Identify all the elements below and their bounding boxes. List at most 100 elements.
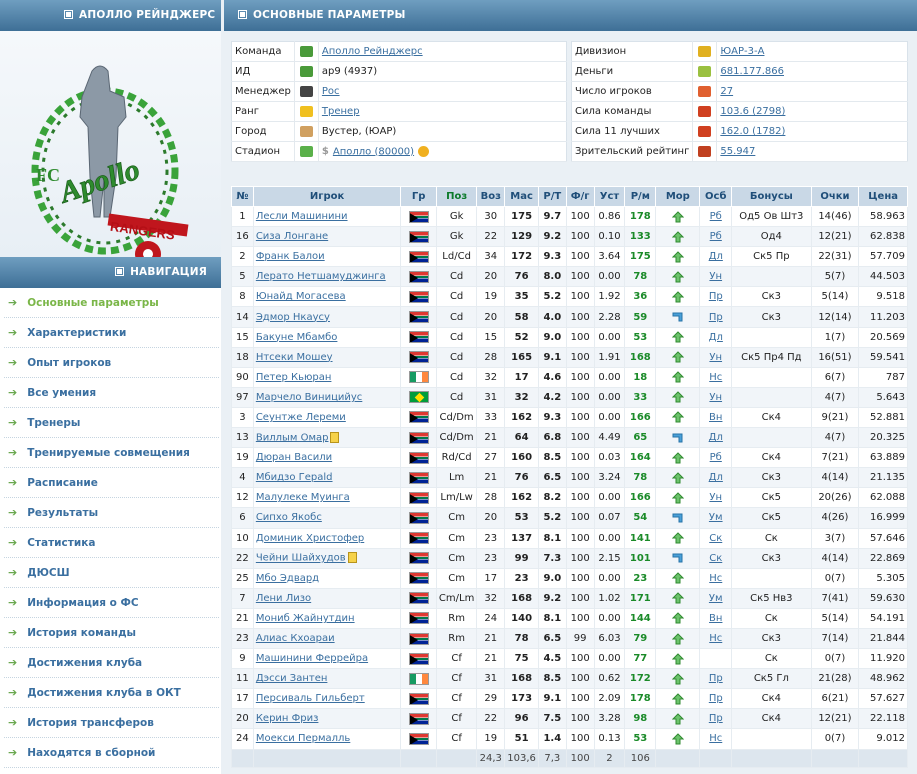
speciality[interactable]: Ск <box>699 527 733 549</box>
speciality[interactable]: Ун <box>699 487 733 509</box>
player-name-link[interactable]: Нтсеки Мошеу <box>255 351 333 363</box>
param-value[interactable]: Аполло (80000) <box>332 146 415 158</box>
column-header[interactable]: Воз <box>476 186 506 207</box>
speciality[interactable]: Ск <box>699 547 733 569</box>
nav-item[interactable]: ➔ Статистика <box>4 528 219 558</box>
morale-up-icon <box>655 205 701 228</box>
speciality[interactable]: Ум <box>699 507 733 529</box>
column-header[interactable]: Уст <box>593 186 626 207</box>
speciality[interactable]: Рб <box>699 226 733 248</box>
nav-item[interactable]: ➔ Достижения клуба <box>4 648 219 678</box>
param-value[interactable]: 681.177.866 <box>720 66 784 77</box>
nav-item[interactable]: ➔ Характеристики <box>4 318 219 348</box>
speciality[interactable]: Нс <box>699 728 733 750</box>
player-name-link[interactable]: Мбо Эдвард <box>255 572 320 584</box>
speciality[interactable]: Ун <box>699 266 733 288</box>
param-value[interactable]: Рос <box>321 86 340 97</box>
player-number: 4 <box>231 467 254 489</box>
column-header[interactable]: Игрок <box>252 186 402 207</box>
nav-item[interactable]: ➔ Основные параметры <box>4 288 219 318</box>
speciality[interactable]: Рб <box>699 205 733 228</box>
player-name-link[interactable]: Мониб Жайнутдин <box>255 612 355 624</box>
column-header[interactable]: Гр <box>400 186 437 207</box>
player-name-link[interactable]: Доминик Христофер <box>255 532 365 544</box>
speciality[interactable]: Нс <box>699 366 733 388</box>
speciality[interactable]: Пр <box>699 286 733 308</box>
param-value[interactable]: Аполло Рейнджерс <box>321 46 423 57</box>
speciality[interactable]: Пр <box>699 306 733 328</box>
player-name-link[interactable]: Юнайд Могасева <box>255 291 346 303</box>
column-header[interactable]: Ф/г <box>565 186 595 207</box>
speciality[interactable]: Пр <box>699 708 733 730</box>
fatigue: 3.28 <box>593 708 626 730</box>
nav-item[interactable]: ➔ История команды <box>4 618 219 648</box>
nav-item[interactable]: ➔ Достижения клуба в ОКТ <box>4 678 219 708</box>
nav-item[interactable]: ➔ ДЮСШ <box>4 558 219 588</box>
speciality[interactable] <box>699 648 733 670</box>
player-name-link[interactable]: Дюран Васили <box>255 452 333 464</box>
player-name-link[interactable]: Франк Балои <box>255 251 325 263</box>
column-header[interactable]: Осб <box>699 186 733 207</box>
param-value[interactable]: ЮАР-3-А <box>720 46 765 57</box>
player-name-link[interactable]: Виллым Омар <box>255 432 329 444</box>
param-value[interactable]: Тренер <box>321 106 360 117</box>
player-name-link[interactable]: Мбидзо Герald <box>255 472 333 484</box>
player-name-link[interactable]: Дэсси Зантен <box>255 673 328 685</box>
speciality[interactable]: Дл <box>699 246 733 268</box>
speciality[interactable]: Пр <box>699 668 733 690</box>
player-name-link[interactable]: Эдмор Нкаусу <box>255 311 330 323</box>
speciality[interactable]: Нс <box>699 627 733 650</box>
player-name-link[interactable]: Моекси Пермалль <box>255 733 351 745</box>
column-header[interactable]: Р/Т <box>537 186 567 207</box>
speciality[interactable]: Ум <box>699 587 733 609</box>
speciality[interactable]: Дл <box>699 427 733 449</box>
speciality[interactable]: Вн <box>699 406 733 429</box>
param-value[interactable]: 103.6 (2798) <box>720 106 786 117</box>
param-value[interactable]: 162.0 (1782) <box>720 126 786 137</box>
player-name-link[interactable]: Лени Лизо <box>255 592 312 604</box>
column-header[interactable]: Мор <box>655 186 701 207</box>
speciality[interactable]: Нс <box>699 567 733 589</box>
nav-item[interactable]: ➔ Расписание <box>4 468 219 498</box>
player-name-link[interactable]: Петер Кьюран <box>255 371 332 383</box>
column-header[interactable]: Бонусы <box>731 186 812 207</box>
speciality[interactable]: Вн <box>699 607 733 629</box>
player-name-link[interactable]: Бакуне Мбамбо <box>255 331 338 343</box>
nav-item[interactable]: ➔ Результаты <box>4 498 219 528</box>
nav-item[interactable]: ➔ Опыт игроков <box>4 348 219 378</box>
player-name-link[interactable]: Чейни Шайхудов <box>255 552 346 564</box>
column-header[interactable]: Р/м <box>624 186 657 207</box>
nav-item[interactable]: ➔ Информация о ФС <box>4 588 219 618</box>
speciality[interactable]: Пр <box>699 688 733 710</box>
nav-item[interactable]: ➔ Находятся в сборной <box>4 738 219 768</box>
player-name-link[interactable]: Малулеке Муинга <box>255 492 350 504</box>
player-name-link[interactable]: Сиза Лонгане <box>255 231 329 243</box>
param-value[interactable]: 55.947 <box>720 146 756 157</box>
speciality[interactable]: Ун <box>699 386 733 408</box>
column-header[interactable]: Мас <box>504 186 539 207</box>
player-name-link[interactable]: Марчело Виницийус <box>255 391 363 403</box>
player-name-link[interactable]: Керин Фриз <box>255 713 319 725</box>
column-header[interactable]: № <box>231 186 254 207</box>
column-header[interactable]: Цена <box>858 186 908 207</box>
speciality[interactable]: Дл <box>699 326 733 348</box>
nav-item[interactable]: ➔ История трансферов <box>4 708 219 738</box>
player-name-link[interactable]: Лесли Машинини <box>255 211 348 223</box>
column-header[interactable]: Поз <box>435 186 478 207</box>
nav-item[interactable]: ➔ Тренируемые совмещения <box>4 438 219 468</box>
player-name-link[interactable]: Лерато Нетшамуджинга <box>255 271 386 283</box>
real-mastery: 79 <box>624 627 657 650</box>
player-name-link[interactable]: Персиваль Гильберт <box>255 693 365 705</box>
player-name-link[interactable]: Машинини Феррейра <box>255 653 369 665</box>
param-row: Менеджер Рос <box>231 81 567 102</box>
player-name-link[interactable]: Алиас Кхоараи <box>255 633 335 645</box>
column-header[interactable]: Очки <box>810 186 860 207</box>
speciality[interactable]: Ун <box>699 346 733 368</box>
speciality[interactable]: Рб <box>699 447 733 469</box>
player-name-link[interactable]: Сеунтже Лереми <box>255 411 346 423</box>
speciality[interactable]: Дл <box>699 467 733 489</box>
param-value[interactable]: 27 <box>720 86 734 97</box>
player-name-link[interactable]: Сипхо Якобс <box>255 512 322 524</box>
nav-item[interactable]: ➔ Все умения <box>4 378 219 408</box>
nav-item[interactable]: ➔ Тренеры <box>4 408 219 438</box>
